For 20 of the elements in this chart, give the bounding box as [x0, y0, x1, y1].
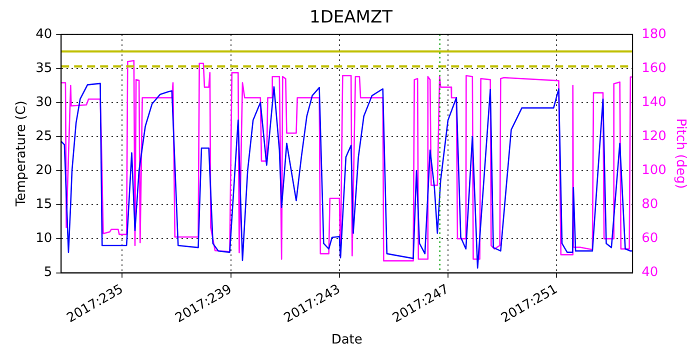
y-tick-label: 40 [36, 26, 52, 42]
y-tick-label: 15 [36, 197, 52, 212]
y-axis-title: Temperature (C) [14, 100, 30, 208]
y2-tick-label: 40 [642, 265, 658, 280]
chart-title: 1DEAMZT [310, 8, 394, 28]
y-tick-label: 35 [36, 60, 52, 76]
y2-tick-label: 140 [642, 94, 666, 110]
y2-tick-label: 120 [642, 128, 666, 144]
y-tick-label: 5 [44, 265, 52, 280]
y2-tick-label: 80 [642, 197, 658, 212]
y-tick-label: 10 [36, 231, 52, 246]
y2-tick-label: 160 [642, 60, 666, 76]
y-tick-label: 25 [36, 128, 52, 144]
y2-axis-title: Pitch (deg) [672, 118, 688, 189]
y-tick-label: 30 [36, 94, 52, 110]
y-tick-label: 20 [36, 162, 52, 178]
y2-tick-label: 100 [642, 162, 666, 178]
y2-tick-label: 60 [642, 231, 658, 246]
y2-tick-label: 180 [642, 26, 666, 42]
x-axis-title: Date [331, 332, 362, 348]
